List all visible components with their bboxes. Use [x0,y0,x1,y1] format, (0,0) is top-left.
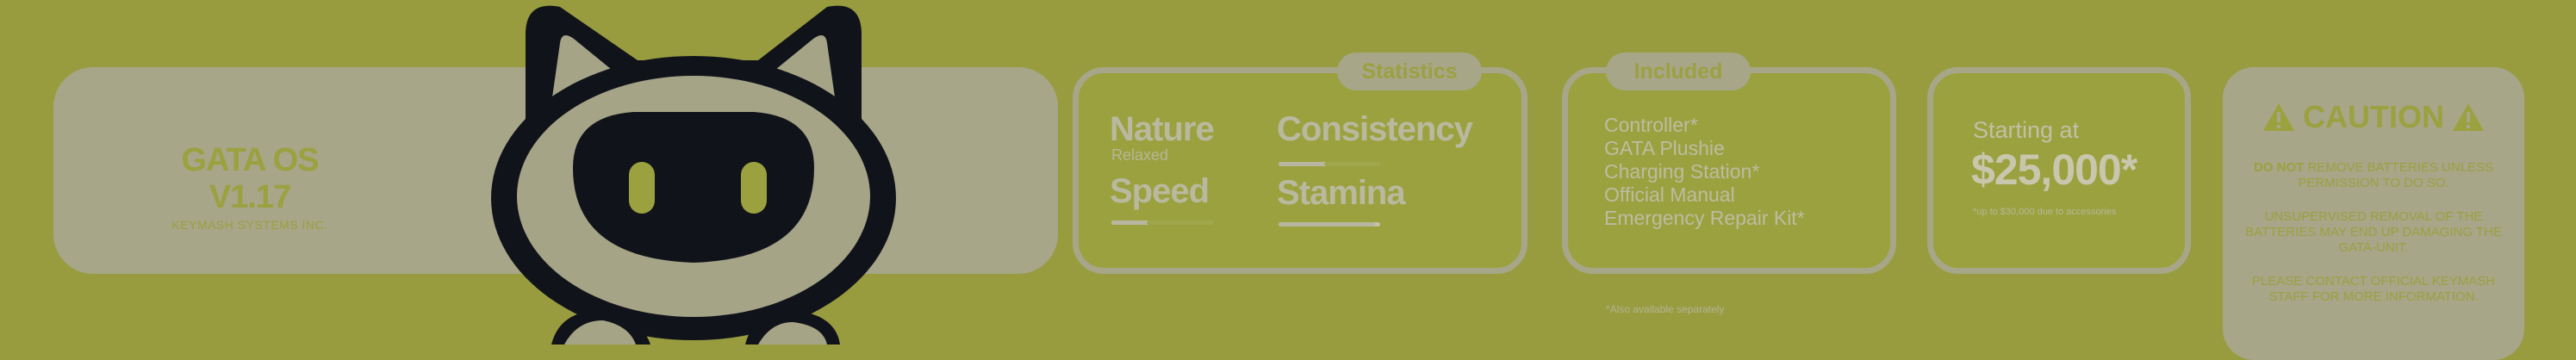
warning-icon [2263,103,2294,131]
list-item: Controller* [1604,114,1698,136]
price-fine-print: *up to $30,000 due to accessories [1973,207,2117,217]
statistics-header: Statistics [1337,53,1482,90]
caution-paragraph-2: UNSUPERVISED REMOVAL OF THE BATTERIES MA… [2245,209,2502,255]
list-item: Official Manual [1604,183,1735,206]
included-footnote: *Also available separately [1606,303,1725,315]
included-header: Included [1606,53,1751,90]
included-card [1562,67,1896,274]
list-item: GATA Plushie [1604,137,1725,159]
caution-paragraph-3: PLEASE CONTACT OFFICIAL KEYMASH STAFF FO… [2251,274,2496,304]
brand-subtitle: KEYMASH SYSTEMS INC. [171,218,328,232]
stat-speed-bar [1111,220,1213,225]
list-item: Emergency Repair Kit* [1604,207,1805,229]
stat-nature-label: Nature [1110,110,1215,148]
stat-speed-label: Speed [1110,172,1210,210]
price-label: Starting at [1973,117,2080,143]
stat-consistency-label: Consistency [1277,110,1473,148]
warning-icon [2453,103,2484,131]
included-list: Controller* GATA Plushie Charging Statio… [1604,114,1805,230]
price-value: $25,000* [1971,146,2137,194]
caution-title: CAUTION [2303,99,2444,134]
stat-nature-value: Relaxed [1111,146,1169,164]
statistics-card [1073,67,1528,274]
pricing-card [1927,67,2191,274]
brand: GATA OS V1.17 KEYMASH SYSTEMS INC. [155,142,345,232]
brand-title: GATA OS V1.17 [181,142,319,215]
list-item: Charging Station* [1604,160,1760,183]
stat-stamina-label: Stamina [1277,174,1406,212]
caution-paragraph-1: DO NOT REMOVE BATTERIES UNLESS PERMISSIO… [2253,160,2494,190]
mascot-illustration [491,5,896,344]
stat-consistency-bar [1279,162,1380,166]
caution-header: CAUTION [2257,99,2490,135]
stat-stamina-bar [1279,222,1380,227]
